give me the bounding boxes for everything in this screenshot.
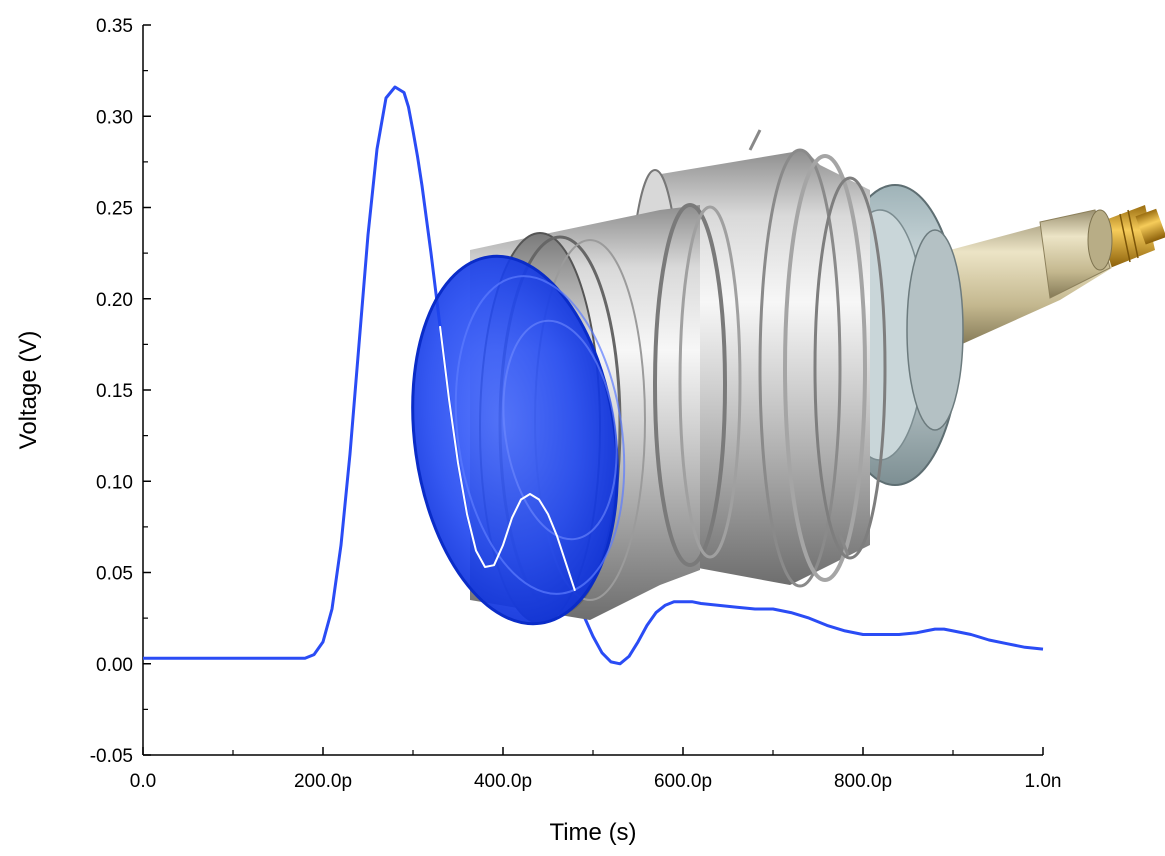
- y-tick-label: 0.20: [96, 290, 133, 311]
- y-tick-label: 0.30: [96, 107, 133, 128]
- x-tick-label: 200.0p: [294, 771, 352, 792]
- x-tick-label: 800.0p: [834, 771, 892, 792]
- probe-illustration: [411, 129, 1165, 626]
- axis-ticks: [142, 24, 1044, 756]
- series-line-over-lens: [439, 325, 576, 592]
- y-axis-title: Voltage (V): [15, 331, 42, 450]
- axes: 0.0 200.0p 400.0p 600.0p 800.0p 1.0n -0.05 0.00…: [90, 16, 1062, 792]
- x-tick-label: 1.0n: [1025, 771, 1062, 792]
- y-tick-label: -0.05: [90, 746, 133, 767]
- series-overlay-layer: [439, 325, 576, 592]
- y-tick-label: 0.05: [96, 564, 133, 585]
- lens-window: [411, 254, 626, 626]
- axis-tick-labels: 0.0 200.0p 400.0p 600.0p 800.0p 1.0n -0.05 0.00…: [90, 16, 1062, 792]
- y-tick-label: 0.35: [96, 16, 133, 37]
- y-tick-label: 0.15: [96, 381, 133, 402]
- y-tick-label: 0.25: [96, 199, 133, 220]
- sma-connector: [1100, 205, 1165, 268]
- x-tick-label: 400.0p: [474, 771, 532, 792]
- x-tick-label: 0.0: [130, 771, 156, 792]
- y-tick-label: 0.10: [96, 472, 133, 493]
- x-axis-title: Time (s): [549, 819, 636, 846]
- x-tick-label: 600.0p: [654, 771, 712, 792]
- y-tick-label: 0.00: [96, 655, 133, 676]
- brass-shaft: [950, 209, 1113, 345]
